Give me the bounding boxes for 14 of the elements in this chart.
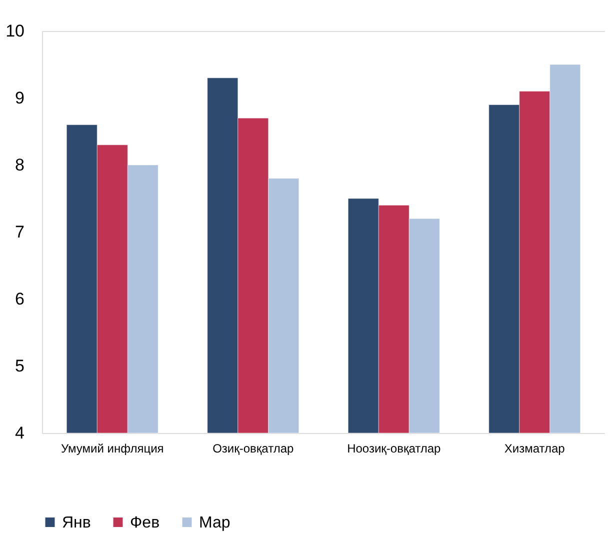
legend-label: Янв bbox=[62, 514, 91, 532]
legend-label: Мар bbox=[199, 514, 230, 532]
x-tick-label: Умумий инфляция bbox=[60, 442, 164, 456]
x-tick-label: Озиқ-овқатлар bbox=[212, 442, 294, 456]
y-tick-label: 5 bbox=[15, 356, 24, 376]
y-tick-label: 7 bbox=[15, 222, 24, 242]
y-tick-label: 4 bbox=[15, 424, 24, 442]
x-tick-label: Хизматлар bbox=[504, 442, 566, 456]
y-tick-label: 6 bbox=[15, 290, 24, 308]
y-tick-label: 8 bbox=[15, 156, 24, 174]
y-tick-label: 10 bbox=[6, 22, 24, 40]
legend-label: Фев bbox=[130, 514, 160, 532]
x-tick-label: Ноозиқ-овқатлар bbox=[347, 442, 442, 456]
y-tick-label: 9 bbox=[15, 88, 24, 108]
